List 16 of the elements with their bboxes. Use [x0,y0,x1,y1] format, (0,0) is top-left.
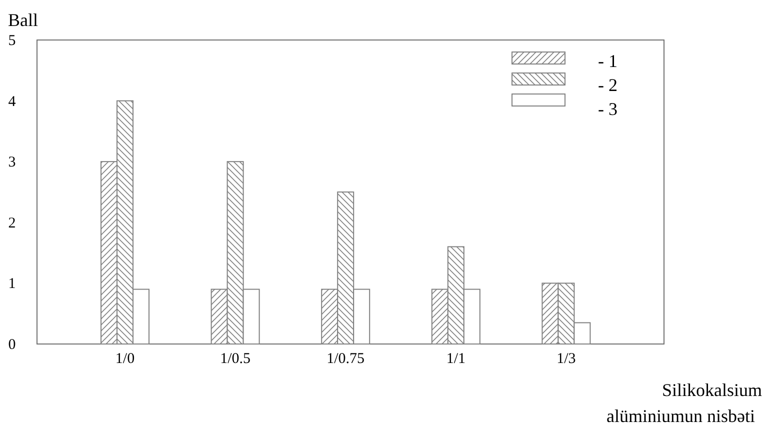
y-tick-label: 4 [8,94,16,110]
legend-label: - 1 [598,51,618,71]
y-axis-title: Ball [8,10,38,30]
x-tick-label: 1/3 [556,351,576,367]
legend-label: - 3 [598,99,618,119]
y-tick-label: 3 [8,154,16,171]
x-tick-label: 1/0.5 [220,351,251,367]
y-tick-label: 1 [8,276,16,292]
x-axis-title: Silikokalsium alüminiumun nisbəti [606,380,762,426]
y-tick-label: 5 [8,33,16,49]
y-tick-label: 2 [8,215,16,232]
y-tick-label: 0 [8,337,16,353]
x-tick-label: 1/1 [446,351,466,367]
legend-label: - 2 [598,75,618,95]
x-tick-label: 1/0 [115,351,135,367]
x-tick-label: 1/0.75 [326,351,365,367]
